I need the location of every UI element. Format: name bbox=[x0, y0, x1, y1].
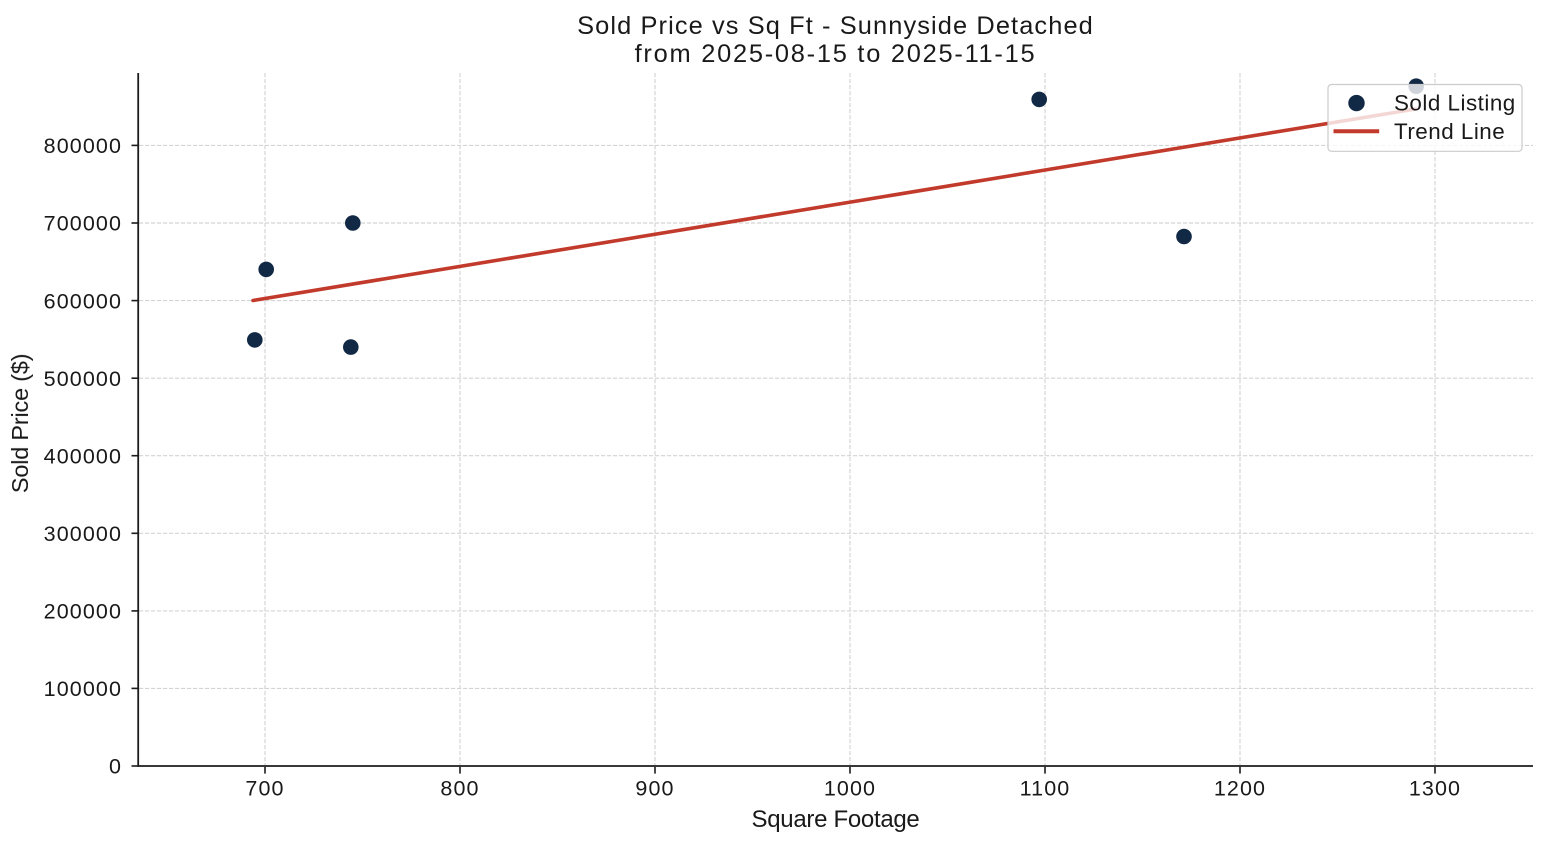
svg-text:700000: 700000 bbox=[44, 212, 122, 236]
svg-text:300000: 300000 bbox=[44, 522, 122, 546]
svg-text:900: 900 bbox=[635, 777, 674, 801]
svg-text:400000: 400000 bbox=[44, 444, 122, 468]
svg-text:800: 800 bbox=[440, 777, 479, 801]
svg-text:Sold Price ($): Sold Price ($) bbox=[7, 354, 33, 494]
svg-text:from 2025-08-15 to 2025-11-15: from 2025-08-15 to 2025-11-15 bbox=[635, 40, 1037, 68]
svg-text:500000: 500000 bbox=[44, 367, 122, 391]
svg-text:1100: 1100 bbox=[1020, 777, 1071, 801]
svg-text:Square Footage: Square Footage bbox=[752, 806, 920, 833]
svg-text:200000: 200000 bbox=[44, 600, 122, 624]
svg-text:800000: 800000 bbox=[44, 134, 122, 158]
svg-text:100000: 100000 bbox=[44, 677, 122, 701]
svg-text:600000: 600000 bbox=[44, 289, 122, 313]
svg-text:700: 700 bbox=[245, 777, 284, 801]
svg-text:Trend Line: Trend Line bbox=[1394, 119, 1505, 144]
svg-text:1300: 1300 bbox=[1409, 777, 1461, 801]
svg-text:1200: 1200 bbox=[1214, 777, 1266, 801]
svg-text:Sold Listing: Sold Listing bbox=[1394, 90, 1516, 115]
svg-text:Sold Price vs Sq Ft - Sunnysid: Sold Price vs Sq Ft - Sunnyside Detached bbox=[577, 12, 1094, 40]
svg-text:1000: 1000 bbox=[824, 777, 876, 801]
svg-text:0: 0 bbox=[109, 755, 122, 779]
